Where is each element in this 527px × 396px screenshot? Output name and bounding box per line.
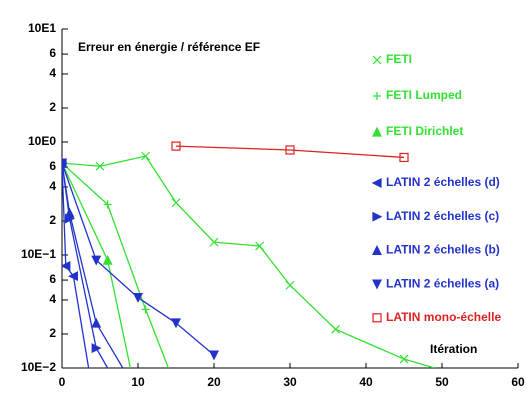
series-line <box>62 162 215 356</box>
y-tick-label: 4 <box>49 179 56 193</box>
legend-marker <box>372 55 382 65</box>
y-tick-label: 6 <box>49 272 56 286</box>
legend-marker <box>372 245 382 255</box>
series-line <box>62 155 435 368</box>
x-tick-label: 0 <box>59 375 66 389</box>
marker <box>91 317 102 328</box>
marker <box>62 158 67 169</box>
legend-label: FETI Dirichlet <box>386 124 463 138</box>
legend-label: LATIN 2 échelles (d) <box>386 175 500 189</box>
y-tick-label: 10E1 <box>28 21 56 35</box>
marker <box>209 237 219 247</box>
legend-marker <box>373 92 381 100</box>
legend-marker <box>371 178 382 188</box>
marker <box>95 161 105 171</box>
y-tick-label: 4 <box>49 292 56 306</box>
legend-label: LATIN 2 échelles (c) <box>386 209 499 223</box>
x-tick-label: 50 <box>435 375 449 389</box>
x-axis-label: Itération <box>430 342 477 356</box>
y-tick-label: 6 <box>49 159 56 173</box>
y-tick-label: 2 <box>49 100 56 114</box>
series-line <box>62 163 90 368</box>
chart-title: Erreur en énergie / référence EF <box>78 40 260 54</box>
legend-marker <box>372 211 383 222</box>
marker <box>91 343 102 354</box>
marker <box>102 254 113 265</box>
marker <box>64 207 75 218</box>
x-tick-label: 40 <box>359 375 373 389</box>
legend-label: FETI <box>386 52 412 66</box>
marker <box>285 280 295 290</box>
series-line <box>62 163 124 368</box>
x-tick-label: 30 <box>283 375 297 389</box>
legend-marker <box>372 313 382 323</box>
x-tick-label: 60 <box>511 375 525 389</box>
legend-marker <box>372 126 382 137</box>
marker <box>171 318 181 329</box>
marker <box>331 324 341 334</box>
marker <box>209 350 219 361</box>
marker <box>285 145 295 155</box>
series-line <box>175 145 405 159</box>
series-line <box>62 162 170 368</box>
y-tick-label: 2 <box>49 213 56 227</box>
legend-label: LATIN 2 échelles (b) <box>386 243 500 257</box>
marker <box>68 271 79 282</box>
marker <box>103 200 112 209</box>
marker <box>255 241 265 251</box>
x-tick-label: 20 <box>207 375 221 389</box>
marker <box>399 354 409 364</box>
y-tick-label: 10E−2 <box>21 360 56 374</box>
y-tick-label: 6 <box>49 46 56 60</box>
marker <box>133 292 143 303</box>
x-tick-label: 10 <box>131 375 145 389</box>
marker <box>171 198 181 208</box>
marker <box>141 305 150 314</box>
plot-area <box>62 141 435 368</box>
y-tick-label: 2 <box>49 326 56 340</box>
legend-label: LATIN 2 échelles (a) <box>386 276 499 290</box>
legend-marker <box>372 279 382 290</box>
y-tick-label: 10E−1 <box>21 247 56 261</box>
marker <box>171 141 181 151</box>
y-tick-label: 10E0 <box>28 134 56 148</box>
marker <box>141 151 151 161</box>
marker <box>399 152 409 163</box>
marker <box>62 260 71 271</box>
y-tick-label: 4 <box>49 66 56 80</box>
legend-label: FETI Lumped <box>386 88 462 102</box>
marker <box>91 255 102 266</box>
legend-label: LATIN mono-échelle <box>386 310 501 324</box>
